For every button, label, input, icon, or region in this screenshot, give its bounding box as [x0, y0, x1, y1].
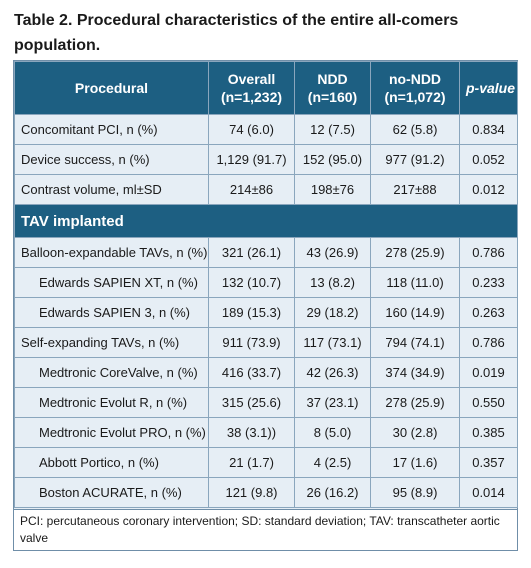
- cell-ndd: 117 (73.1): [294, 327, 371, 358]
- header-no-ndd: no-NDD (n=1,072): [370, 61, 460, 115]
- section-row: TAV implanted: [14, 204, 518, 238]
- row-label: Balloon-expandable TAVs, n (%): [14, 237, 209, 268]
- table-row: Abbott Portico, n (%) 21 (1.7) 4 (2.5) 17 (…: [14, 447, 518, 478]
- cell-ndd: 8 (5.0): [294, 417, 371, 448]
- header-p-value: p-value: [459, 61, 518, 115]
- cell-ndd: 42 (26.3): [294, 357, 371, 388]
- row-label: Edwards SAPIEN 3, n (%): [14, 297, 209, 328]
- table-frame: Procedural Overall (n=1,232) NDD (n=160) n…: [13, 60, 518, 551]
- cell-overall: 911 (73.9): [208, 327, 295, 358]
- table-row: Medtronic CoreValve, n (%) 416 (33.7) 42 (…: [14, 357, 518, 388]
- cell-ndd: 13 (8.2): [294, 267, 371, 298]
- procedural-table: Procedural Overall (n=1,232) NDD (n=160) n…: [14, 61, 518, 508]
- cell-no-ndd: 278 (25.9): [370, 387, 460, 418]
- cell-ndd: 4 (2.5): [294, 447, 371, 478]
- cell-no-ndd: 95 (8.9): [370, 477, 460, 508]
- row-label: Contrast volume, ml±SD: [14, 174, 209, 205]
- row-label: Boston ACURATE, n (%): [14, 477, 209, 508]
- row-label: Device success, n (%): [14, 144, 209, 175]
- cell-ndd: 198±76: [294, 174, 371, 205]
- cell-overall: 21 (1.7): [208, 447, 295, 478]
- table-row: Concomitant PCI, n (%) 74 (6.0) 12 (7.5) 62…: [14, 114, 518, 145]
- table-header-row: Procedural Overall (n=1,232) NDD (n=160) n…: [14, 61, 518, 115]
- header-ndd: NDD (n=160): [294, 61, 371, 115]
- row-label: Concomitant PCI, n (%): [14, 114, 209, 145]
- cell-p-value: 0.263: [459, 297, 518, 328]
- cell-overall: 315 (25.6): [208, 387, 295, 418]
- table-row: Device success, n (%) 1,129 (91.7) 152 (95…: [14, 144, 518, 175]
- table-row: Medtronic Evolut PRO, n (%) 38 (3.1)) 8 (5…: [14, 417, 518, 448]
- table-row: Edwards SAPIEN XT, n (%) 132 (10.7) 13 (8.…: [14, 267, 518, 298]
- table-row: Balloon-expandable TAVs, n (%) 321 (26.1)…: [14, 237, 518, 268]
- cell-overall: 1,129 (91.7): [208, 144, 295, 175]
- cell-p-value: 0.233: [459, 267, 518, 298]
- table-row: Self-expanding TAVs, n (%) 911 (73.9) 117 …: [14, 327, 518, 358]
- row-label: Self-expanding TAVs, n (%): [14, 327, 209, 358]
- cell-ndd: 43 (26.9): [294, 237, 371, 268]
- row-label: Medtronic CoreValve, n (%): [14, 357, 209, 388]
- cell-ndd: 26 (16.2): [294, 477, 371, 508]
- header-overall: Overall (n=1,232): [208, 61, 295, 115]
- row-label: Edwards SAPIEN XT, n (%): [14, 267, 209, 298]
- cell-overall: 38 (3.1)): [208, 417, 295, 448]
- table-row: Medtronic Evolut R, n (%) 315 (25.6) 37 (2…: [14, 387, 518, 418]
- cell-ndd: 12 (7.5): [294, 114, 371, 145]
- cell-overall: 416 (33.7): [208, 357, 295, 388]
- row-label: Abbott Portico, n (%): [14, 447, 209, 478]
- cell-no-ndd: 17 (1.6): [370, 447, 460, 478]
- row-label: Medtronic Evolut PRO, n (%): [14, 417, 209, 448]
- table-row: Contrast volume, ml±SD 214±86 198±76 217±88…: [14, 174, 518, 205]
- table-footnote: PCI: percutaneous coronary intervention;…: [13, 509, 518, 551]
- cell-overall: 214±86: [208, 174, 295, 205]
- cell-no-ndd: 977 (91.2): [370, 144, 460, 175]
- cell-no-ndd: 118 (11.0): [370, 267, 460, 298]
- row-label: Medtronic Evolut R, n (%): [14, 387, 209, 418]
- cell-no-ndd: 374 (34.9): [370, 357, 460, 388]
- cell-overall: 189 (15.3): [208, 297, 295, 328]
- cell-no-ndd: 62 (5.8): [370, 114, 460, 145]
- cell-p-value: 0.834: [459, 114, 518, 145]
- cell-p-value: 0.019: [459, 357, 518, 388]
- table-caption: Table 2. Procedural characteristics of t…: [14, 12, 459, 54]
- table-row: Boston ACURATE, n (%) 121 (9.8) 26 (16.2) 9…: [14, 477, 518, 508]
- cell-no-ndd: 217±88: [370, 174, 460, 205]
- cell-p-value: 0.385: [459, 417, 518, 448]
- cell-p-value: 0.550: [459, 387, 518, 418]
- header-procedural: Procedural: [14, 61, 209, 115]
- cell-overall: 132 (10.7): [208, 267, 295, 298]
- cell-no-ndd: 794 (74.1): [370, 327, 460, 358]
- cell-p-value: 0.012: [459, 174, 518, 205]
- cell-ndd: 152 (95.0): [294, 144, 371, 175]
- cell-overall: 121 (9.8): [208, 477, 295, 508]
- cell-ndd: 29 (18.2): [294, 297, 371, 328]
- cell-overall: 321 (26.1): [208, 237, 295, 268]
- cell-overall: 74 (6.0): [208, 114, 295, 145]
- cell-p-value: 0.357: [459, 447, 518, 478]
- cell-no-ndd: 278 (25.9): [370, 237, 460, 268]
- cell-p-value: 0.786: [459, 237, 518, 268]
- cell-p-value: 0.014: [459, 477, 518, 508]
- cell-p-value: 0.786: [459, 327, 518, 358]
- cell-no-ndd: 160 (14.9): [370, 297, 460, 328]
- cell-ndd: 37 (23.1): [294, 387, 371, 418]
- table-row: Edwards SAPIEN 3, n (%) 189 (15.3) 29 (18.…: [14, 297, 518, 328]
- section-title: TAV implanted: [14, 204, 518, 238]
- cell-no-ndd: 30 (2.8): [370, 417, 460, 448]
- cell-p-value: 0.052: [459, 144, 518, 175]
